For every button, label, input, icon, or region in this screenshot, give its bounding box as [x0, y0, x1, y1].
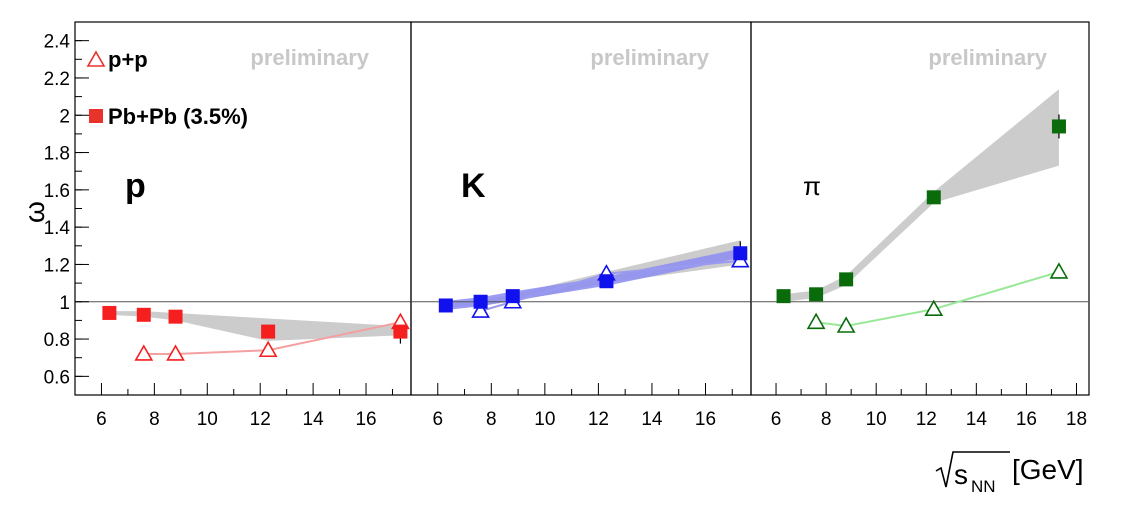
pbpb-point [599, 274, 614, 289]
pbpb-point [839, 272, 854, 287]
pbpb-point [926, 190, 941, 205]
legend-pp-marker [86, 50, 106, 67]
x-axis-title: s NN [GeV] [935, 451, 1084, 496]
y-tick-label: 1.2 [44, 255, 70, 276]
pp-point [166, 344, 185, 361]
pp-point [471, 301, 490, 318]
pp-point [1049, 262, 1069, 279]
x-tick-label: 6 [771, 409, 782, 430]
pp-line [143, 321, 401, 355]
panel-label: K [461, 167, 486, 205]
y-tick-label: 0.6 [44, 367, 70, 388]
pbpb-point [809, 287, 824, 302]
x-axis-unit: [GeV] [1012, 454, 1084, 485]
legend-pbpb-marker [89, 109, 103, 123]
x-tick-label: 12 [250, 409, 271, 430]
x-tick-label: 10 [866, 409, 887, 430]
panel-frame [750, 21, 1090, 396]
y-tick-label: 1 [59, 293, 70, 314]
x-tick-label: 16 [695, 409, 716, 430]
pp-point [258, 340, 278, 358]
preliminary-watermark: preliminary [928, 45, 1047, 70]
panel-frame [74, 21, 412, 396]
pbpb-point [733, 246, 748, 261]
x-tick-label: 12 [916, 409, 937, 430]
y-tick-label: 1.6 [44, 181, 70, 202]
panel-label: p [125, 167, 146, 205]
x-tick-label: 18 [1066, 409, 1087, 430]
y-axis-title: ω [19, 201, 50, 223]
legend-pp-label: p+p [108, 47, 148, 72]
x-tick-label: 10 [197, 409, 218, 430]
y-tick-label: 1.8 [44, 144, 70, 165]
pbpb-point [776, 289, 791, 304]
y-tick-label: 1.4 [44, 218, 71, 239]
pbpb-point [1051, 119, 1066, 134]
pp-point [836, 316, 856, 333]
preliminary-watermark: preliminary [590, 45, 709, 70]
x-tick-label: 10 [534, 409, 555, 430]
y-tick-label: 2.4 [44, 32, 71, 53]
pbpb-point [168, 309, 183, 324]
pbpb-point [438, 298, 453, 313]
pbpb-systematic-band [109, 311, 401, 341]
x-axis-symbol-base: s [954, 459, 968, 490]
x-tick-label: 6 [96, 409, 107, 430]
y-tick-label: 0.8 [44, 330, 70, 351]
panel-2: preliminary 6 8 10 12 14 16 K [410, 21, 752, 430]
panel-1: preliminary 6 8 10 12 14 16 p [74, 21, 412, 430]
pp-line [480, 259, 741, 313]
x-tick-label: 14 [641, 409, 663, 430]
sqrt-symbol [935, 451, 1010, 488]
x-tick-label: 16 [1016, 409, 1037, 430]
x-tick-label: 6 [432, 409, 443, 430]
y-tick-label: 2.2 [44, 69, 70, 90]
x-axis-symbol-subscript: NN [971, 477, 996, 496]
pbpb-point [261, 324, 276, 339]
panel-frame [410, 21, 752, 396]
x-tick-label: 14 [303, 409, 325, 430]
y-axis: 0.6 0.8 1 1.2 1.4 1.6 1.8 2 2.2 2.4 [44, 32, 89, 396]
pbpb-point [393, 324, 408, 339]
pbpb-point [136, 307, 151, 322]
panel-3: preliminary 6 8 10 12 14 16 18 π [750, 21, 1090, 430]
panel-label: π [803, 171, 821, 201]
y-tick-label: 2 [59, 106, 70, 127]
pbpb-point [102, 305, 117, 320]
kaon-band-line [445, 248, 742, 310]
legend-pbpb-label: Pb+Pb (3.5%) [108, 104, 248, 129]
pbpb-systematic-band [783, 89, 1059, 302]
x-tick-label: 12 [588, 409, 609, 430]
pp-point [134, 344, 154, 361]
x-tick-label: 8 [821, 409, 832, 430]
pbpb-point [505, 289, 520, 304]
pbpb-point [473, 294, 488, 309]
pp-line [815, 270, 1060, 328]
preliminary-watermark: preliminary [250, 45, 369, 70]
pp-point [924, 299, 944, 317]
x-tick-label: 8 [486, 409, 497, 430]
x-tick-label: 8 [149, 409, 160, 430]
legend: p+p Pb+Pb (3.5%) [86, 47, 248, 129]
pp-point [806, 312, 826, 330]
x-tick-label: 14 [966, 409, 988, 430]
x-tick-label: 16 [355, 409, 376, 430]
